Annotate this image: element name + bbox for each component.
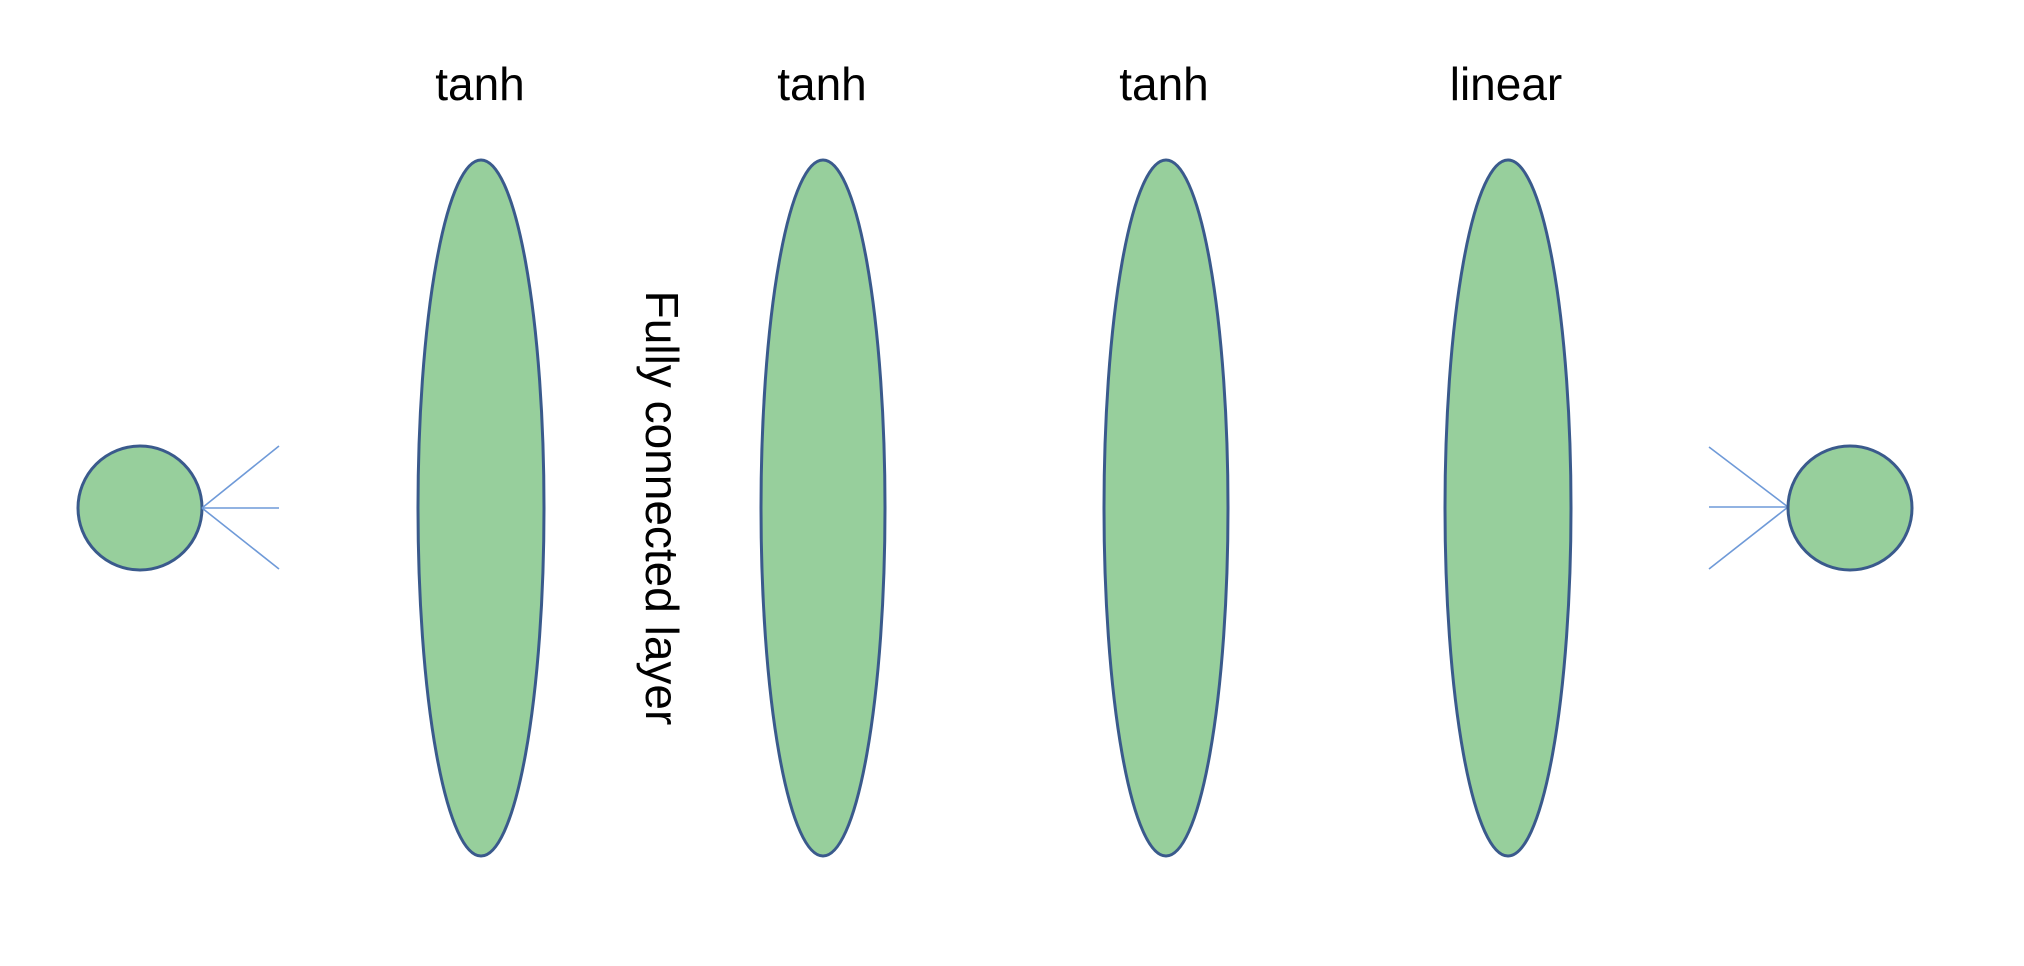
layer-1-ellipse bbox=[416, 158, 546, 858]
input-connector-down bbox=[201, 507, 280, 570]
layer-1-activation-label: tanh bbox=[435, 58, 525, 110]
output-connector-up bbox=[1708, 446, 1789, 508]
fully-connected-label: Fully connected layer bbox=[636, 291, 688, 726]
layer-3-activation-label: tanh bbox=[1119, 58, 1209, 110]
output-connectors bbox=[1708, 446, 1789, 570]
output-node bbox=[1786, 444, 1914, 572]
layer-3-ellipse bbox=[1102, 158, 1230, 858]
layer-2-activation-label: tanh bbox=[777, 58, 867, 110]
layer-4-activation-label: linear bbox=[1450, 58, 1563, 110]
layer-4-ellipse bbox=[1443, 158, 1573, 858]
output-connector-down bbox=[1708, 506, 1789, 570]
input-node bbox=[76, 444, 204, 572]
input-connectors bbox=[201, 445, 280, 570]
input-connector-up bbox=[201, 445, 280, 509]
layer-2-ellipse bbox=[759, 158, 887, 858]
